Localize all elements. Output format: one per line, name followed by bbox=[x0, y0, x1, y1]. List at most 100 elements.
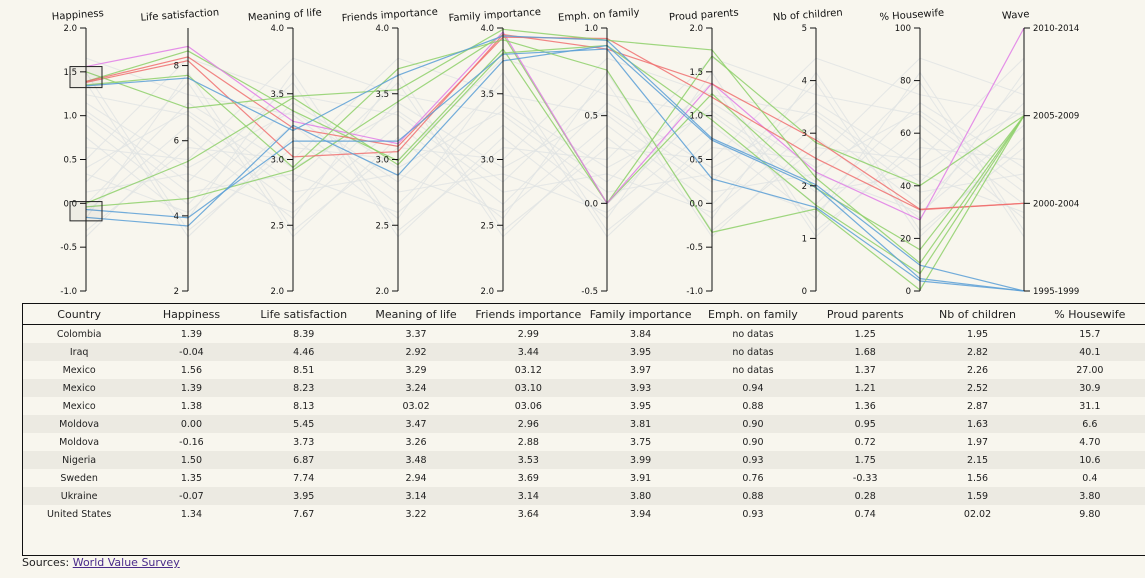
column-header[interactable]: Life satisfaction bbox=[247, 304, 360, 325]
data-table-panel[interactable]: Country Happiness Life satisfaction Meaning… bbox=[22, 303, 1145, 556]
axis-title[interactable]: Wave bbox=[1002, 9, 1030, 22]
axis-life-satisfaction[interactable]: Life satisfaction 2 4 6 8 bbox=[140, 7, 219, 297]
table-cell: Mexico bbox=[62, 364, 96, 376]
axis-title[interactable]: Family importance bbox=[448, 7, 541, 24]
table-row[interactable]: United States 1.34 7.67 3.22 3.64 3.94 0.93 0.7… bbox=[23, 505, 1145, 523]
table-cell: 2.26 bbox=[966, 364, 989, 376]
table-row[interactable]: Mexico 1.39 8.23 3.24 03.10 3.93 0.94 1.21 2.52 3… bbox=[23, 379, 1145, 397]
table-cell: 3.95 bbox=[630, 400, 652, 412]
table-cell: 0.00 bbox=[135, 415, 248, 433]
table-header-row: Country Happiness Life satisfaction Meaning… bbox=[23, 304, 1145, 325]
tick-label: 20 bbox=[900, 234, 911, 244]
table-cell: 0.76 bbox=[742, 472, 764, 484]
tick-label: 80 bbox=[900, 77, 911, 87]
series-line-iraq[interactable] bbox=[85, 33, 1025, 208]
tick-label: 2 bbox=[174, 287, 179, 297]
table-cell: 3.84 bbox=[630, 328, 652, 340]
tick-label: 0 bbox=[802, 287, 807, 297]
column-header[interactable]: Happiness bbox=[135, 304, 248, 325]
axis-title[interactable]: Proud parents bbox=[669, 8, 739, 24]
table-cell: 1.68 bbox=[809, 343, 922, 361]
axis-nb-of-children[interactable]: Nb of children 0 1 2 3 4 5 bbox=[773, 8, 844, 297]
table-cell: 6.87 bbox=[247, 451, 360, 469]
series-line-mexico[interactable] bbox=[85, 27, 1025, 221]
chart-svg[interactable]: Happiness -1.0 -0.5 0.0 0.5 1.0 1.5 2.0 Life sat… bbox=[0, 0, 1145, 300]
tick-label: 0.0 bbox=[689, 199, 703, 209]
parallel-coordinates-chart[interactable]: Happiness -1.0 -0.5 0.0 0.5 1.0 1.5 2.0 Life sat… bbox=[0, 0, 1145, 300]
series-line-ukraine[interactable] bbox=[85, 48, 1025, 292]
column-header[interactable]: Proud parents bbox=[809, 304, 922, 325]
tick-label: 3.0 bbox=[270, 156, 284, 166]
table-cell: 3.47 bbox=[359, 415, 473, 433]
table-row[interactable]: Moldova -0.16 3.73 3.26 2.88 3.75 0.90 0.72 1.97… bbox=[23, 433, 1145, 451]
tick-label: 2000-2004 bbox=[1033, 199, 1079, 209]
table-cell: 3.95 bbox=[247, 487, 360, 505]
axis-meaning-of-life[interactable]: Meaning of life 2.0 2.5 3.0 3.5 4.0 bbox=[248, 7, 323, 297]
column-header[interactable]: Country bbox=[23, 304, 136, 325]
table-row[interactable]: Mexico 1.56 8.51 3.29 03.12 3.97 no datas 1.37 2… bbox=[23, 361, 1145, 379]
brush-selection[interactable] bbox=[69, 66, 103, 89]
table-row[interactable]: Colombia 1.39 8.39 3.37 2.99 3.84 no datas 1.25… bbox=[23, 325, 1145, 344]
column-header[interactable]: Family importance bbox=[584, 304, 697, 325]
table-cell: 2.94 bbox=[405, 472, 427, 484]
table-cell: 6.6 bbox=[1033, 415, 1145, 433]
table-row[interactable]: Nigeria 1.50 6.87 3.48 3.53 3.99 0.93 1.75 2.15 1… bbox=[23, 451, 1145, 469]
table-cell: 3.99 bbox=[584, 451, 697, 469]
table-cell: 5.45 bbox=[247, 415, 360, 433]
tick-label: 0.5 bbox=[584, 112, 598, 122]
column-header[interactable]: Friends importance bbox=[472, 304, 585, 325]
brush-selection[interactable] bbox=[69, 201, 103, 222]
series-line-united-states[interactable] bbox=[85, 35, 1025, 292]
axis-title[interactable]: Emph. on family bbox=[558, 7, 640, 24]
series-line-moldova[interactable] bbox=[85, 44, 1025, 292]
table-cell: Iraq bbox=[23, 343, 136, 361]
table-cell: 7.67 bbox=[293, 508, 315, 520]
table-cell: 1.56 bbox=[180, 364, 203, 376]
axis-family-importance[interactable]: Family importance 2.0 2.5 3.0 3.5 4.0 bbox=[448, 7, 541, 297]
series-line-sweden[interactable] bbox=[85, 39, 1025, 291]
table-cell: 1.25 bbox=[854, 328, 876, 340]
table-cell: 8.13 bbox=[293, 400, 315, 412]
sources-link[interactable]: World Value Survey bbox=[72, 556, 180, 569]
table-row[interactable]: Sweden 1.35 7.74 2.94 3.69 3.91 0.76 -0.33 1.56 0… bbox=[23, 469, 1145, 487]
axis-title[interactable]: Meaning of life bbox=[248, 7, 323, 23]
column-header[interactable]: Nb of children bbox=[921, 304, 1034, 325]
series-line-nigeria[interactable] bbox=[85, 28, 1025, 264]
series-line-moldova[interactable] bbox=[85, 44, 1025, 275]
axis-proud-parents[interactable]: Proud parents -1.0 -0.5 0.0 0.5 1.0 1.5 2.0 bbox=[669, 8, 739, 297]
axis-title[interactable]: Happiness bbox=[51, 8, 104, 23]
background-line bbox=[85, 57, 1025, 238]
table-cell: 0.72 bbox=[854, 436, 876, 448]
table-cell: 1.50 bbox=[135, 451, 248, 469]
table-row[interactable]: Mexico 1.38 8.13 03.02 03.06 3.95 0.88 1.36 2.87… bbox=[23, 397, 1145, 415]
series-line-colombia[interactable] bbox=[85, 48, 1025, 251]
axis--housewife[interactable]: % Housewife 0 20 40 60 80 100 bbox=[879, 8, 944, 297]
table-cell: Nigeria bbox=[23, 451, 136, 469]
series-line-mexico[interactable] bbox=[85, 33, 1025, 210]
background-line bbox=[85, 81, 1025, 238]
tick-label: -0.5 bbox=[581, 287, 598, 297]
table-row[interactable]: Iraq -0.04 4.46 2.92 3.44 3.95 no datas 1.68 2.8… bbox=[23, 343, 1145, 361]
table-cell: 0.74 bbox=[854, 508, 876, 520]
column-header[interactable]: Emph. on family bbox=[696, 304, 810, 325]
table-row[interactable]: Moldova 0.00 5.45 3.47 2.96 3.81 0.90 0.95 1.63 6… bbox=[23, 415, 1145, 433]
axis-wave[interactable]: Wave 1995-1999 2000-2004 2005-2009 2010-2014 bbox=[1002, 9, 1080, 297]
table-cell: 3.81 bbox=[584, 415, 697, 433]
axis-emph-on-family[interactable]: Emph. on family -0.5 0.0 0.5 1.0 bbox=[558, 7, 640, 297]
tick-label: 2 bbox=[802, 182, 807, 192]
table-cell: 0.93 bbox=[696, 451, 810, 469]
table-cell: 8.39 bbox=[293, 328, 315, 340]
tick-label: -1.0 bbox=[686, 287, 703, 297]
axis-title[interactable]: Nb of children bbox=[773, 8, 844, 24]
column-header[interactable]: Meaning of life bbox=[359, 304, 473, 325]
axis-happiness[interactable]: Happiness-1.0-0.50.00.51.01.52.0 bbox=[51, 8, 104, 297]
table-cell: 3.73 bbox=[293, 436, 315, 448]
axis-title[interactable]: % Housewife bbox=[879, 8, 944, 23]
axis-title[interactable]: Friends importance bbox=[341, 7, 438, 25]
table-cell: 3.95 bbox=[584, 343, 697, 361]
column-header[interactable]: % Housewife bbox=[1033, 304, 1145, 325]
table-cell: 1.39 bbox=[135, 379, 248, 397]
table-cell: 0.93 bbox=[742, 508, 764, 520]
axis-title[interactable]: Life satisfaction bbox=[140, 7, 219, 23]
table-row[interactable]: Ukraine -0.07 3.95 3.14 3.14 3.80 0.88 0.28 1.59… bbox=[23, 487, 1145, 505]
